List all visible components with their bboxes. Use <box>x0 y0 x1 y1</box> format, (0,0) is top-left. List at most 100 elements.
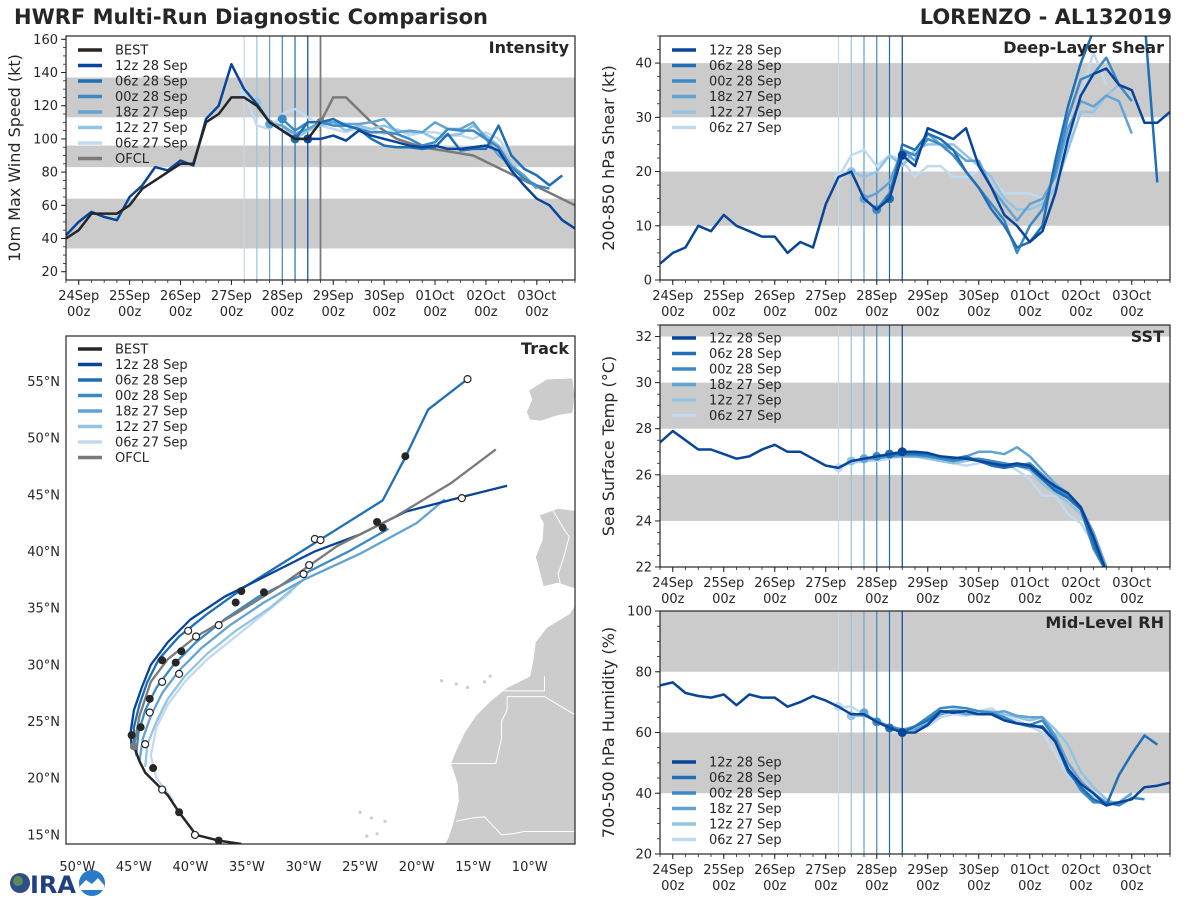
ofcl-init-marker <box>129 742 138 751</box>
country-border <box>456 816 575 836</box>
x-tick-label: 00z <box>525 305 549 320</box>
series-line-18z-27-sep <box>863 94 1133 222</box>
series-line-00z-28-sep <box>281 118 550 190</box>
track-line-12z-27-sep <box>144 578 305 768</box>
storm-title: LORENZO - AL132019 <box>919 5 1172 29</box>
track-line-best <box>132 746 242 844</box>
x-tick-label: 00z <box>118 305 142 320</box>
x-tick-label: 00z <box>865 879 889 894</box>
x-tick-label: 02Oct <box>1061 576 1100 591</box>
x-tick-label: 24Sep <box>652 576 693 591</box>
series-line-12z-28-sep <box>660 429 1106 567</box>
y-tick-label: 32 <box>635 330 652 345</box>
x-tick-label: 29Sep <box>313 289 354 304</box>
y-tick-label: 20 <box>41 265 58 280</box>
x-tick-label: 26Sep <box>754 863 795 878</box>
legend-entry: 12z 27 Sep <box>709 394 782 409</box>
y-tick-label: 30 <box>635 111 652 126</box>
x-tick-label: 25Sep <box>703 289 744 304</box>
threshold-band <box>660 474 1170 521</box>
legend-entry: OFCL <box>115 451 150 466</box>
y-axis-label: 200-850 hPa Shear (kt) <box>599 65 618 251</box>
x-tick-label: 25Sep <box>109 289 150 304</box>
x-tick-label: 00z <box>865 305 889 320</box>
y-tick-label: 24 <box>635 514 652 529</box>
legend-entry: 06z 27 Sep <box>709 121 782 136</box>
x-tick-label: 00z <box>322 305 346 320</box>
track-marker-filled <box>373 517 382 526</box>
track-line-ofcl <box>132 448 497 747</box>
sst-plot-area <box>660 325 1170 567</box>
track-marker-open <box>141 740 150 749</box>
track-marker-filled <box>177 647 186 656</box>
track-marker-filled <box>145 694 154 703</box>
plot-frame <box>65 335 576 845</box>
track-panel: 50°W 45°W 40°W 35°W 30°W 25°W 20°W 15°W 10°W 15°N… <box>27 335 576 875</box>
x-tick-label: 30Sep <box>958 576 999 591</box>
track-line-00z-28-sep <box>134 527 389 756</box>
x-tick-label: 00z <box>814 592 838 607</box>
x-tick-label: 00z <box>1120 592 1144 607</box>
init-marker <box>265 119 275 129</box>
y-tick-label: 80 <box>635 665 652 680</box>
x-tick-label: 27Sep <box>805 576 846 591</box>
island <box>488 674 492 678</box>
init-marker <box>277 114 287 124</box>
x-tick-label: 30Sep <box>958 863 999 878</box>
x-tick-label: 29Sep <box>907 289 948 304</box>
rh-panel: 2040608010024Sep00z25Sep00z26Sep00z27Sep… <box>599 605 1171 894</box>
y-tick-label: 26 <box>635 468 652 483</box>
track-marker-filled <box>214 836 223 844</box>
y-tick-label: 100 <box>33 132 58 147</box>
island <box>369 816 373 820</box>
track-line-12z-28-sep <box>129 484 508 747</box>
legend-entry: 12z 27 Sep <box>115 420 188 435</box>
y-axis-label: Sea Surface Temp (°C) <box>599 356 618 536</box>
y-tick-label: 22 <box>635 561 652 576</box>
x-tick-label: 00z <box>967 305 991 320</box>
legend-entry: 00z 28 Sep <box>709 75 782 90</box>
x-tick-label: 01Oct <box>1010 576 1049 591</box>
lon-tick-label: 30°W <box>286 860 322 875</box>
island <box>482 680 487 684</box>
lat-tick-label: 55°N <box>27 375 60 390</box>
track-marker-open <box>158 785 167 794</box>
y-tick-label: 60 <box>41 199 58 214</box>
track-marker-filled <box>259 588 268 597</box>
x-tick-label: 00z <box>1069 592 1093 607</box>
series-line-12z-28-sep <box>66 62 575 237</box>
track-marker-filled <box>158 656 167 665</box>
x-tick-label: 27Sep <box>805 863 846 878</box>
legend-entry: 06z 27 Sep <box>115 436 188 451</box>
legend-entry: 06z 28 Sep <box>709 347 782 362</box>
x-tick-label: 30Sep <box>364 289 405 304</box>
y-tick-label: 40 <box>635 787 652 802</box>
legend-entry: 06z 28 Sep <box>115 75 188 90</box>
track-marker-filled <box>171 658 180 667</box>
x-tick-label: 24Sep <box>652 289 693 304</box>
series-line-06z-27-sep <box>838 455 1108 567</box>
series-line-06z-28-sep <box>294 117 564 187</box>
panel-title: Mid-Level RH <box>1045 613 1164 632</box>
lat-tick-label: 20°N <box>27 772 60 787</box>
threshold-band <box>660 732 1170 794</box>
x-tick-label: 00z <box>763 879 787 894</box>
legend-entry: 06z 28 Sep <box>709 771 782 786</box>
y-axis-label: 10m Max Wind Speed (kt) <box>5 54 24 262</box>
legend-entry: 12z 27 Sep <box>709 818 782 833</box>
x-tick-label: 00z <box>67 305 91 320</box>
x-tick-label: 00z <box>814 879 838 894</box>
x-tick-label: 30Sep <box>958 289 999 304</box>
track-marker-filled <box>231 598 240 607</box>
x-tick-label: 03Oct <box>1112 289 1151 304</box>
shear-panel: 01020304024Sep00z25Sep00z26Sep00z27Sep00… <box>599 35 1171 320</box>
lat-tick-label: 30°N <box>27 658 60 673</box>
series-line-12z-28-sep <box>660 681 1170 807</box>
lat-tick-label: 40°N <box>27 545 60 560</box>
series-line-12z-28-sep <box>660 67 1170 265</box>
africa-landmass <box>444 604 575 844</box>
y-tick-label: 20 <box>635 848 652 863</box>
init-marker <box>897 728 907 737</box>
